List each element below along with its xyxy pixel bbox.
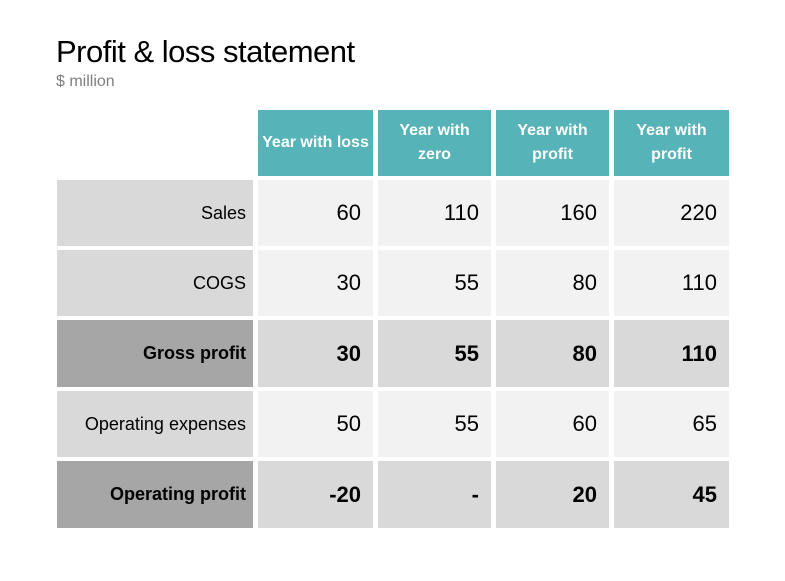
value-cell: 110 (614, 250, 729, 316)
value-cell: 220 (614, 180, 729, 246)
column-header: Year with zero (378, 110, 491, 176)
value-cell: 30 (258, 250, 373, 316)
row-label: Sales (57, 180, 253, 246)
value-cell: 50 (258, 391, 373, 457)
value-cell: 65 (614, 391, 729, 457)
row-label: Gross profit (57, 320, 253, 387)
page-subtitle: $ million (56, 73, 115, 90)
corner-cell (57, 110, 253, 176)
value-cell: 55 (378, 391, 491, 457)
column-header: Year with profit (496, 110, 609, 176)
value-cell: 60 (258, 180, 373, 246)
value-cell: -20 (258, 461, 373, 528)
column-header: Year with loss (258, 110, 373, 176)
value-cell: - (378, 461, 491, 528)
value-cell: 55 (378, 320, 491, 387)
value-cell: 80 (496, 250, 609, 316)
value-cell: 30 (258, 320, 373, 387)
row-label: Operating profit (57, 461, 253, 528)
value-cell: 80 (496, 320, 609, 387)
row-label: COGS (57, 250, 253, 316)
value-cell: 110 (378, 180, 491, 246)
value-cell: 60 (496, 391, 609, 457)
row-label: Operating expenses (57, 391, 253, 457)
pl-table: Year with loss Year with zero Year with … (57, 110, 729, 528)
value-cell: 110 (614, 320, 729, 387)
column-header: Year with profit (614, 110, 729, 176)
value-cell: 160 (496, 180, 609, 246)
value-cell: 55 (378, 250, 491, 316)
value-cell: 20 (496, 461, 609, 528)
value-cell: 45 (614, 461, 729, 528)
page-title: Profit & loss statement (56, 34, 355, 69)
